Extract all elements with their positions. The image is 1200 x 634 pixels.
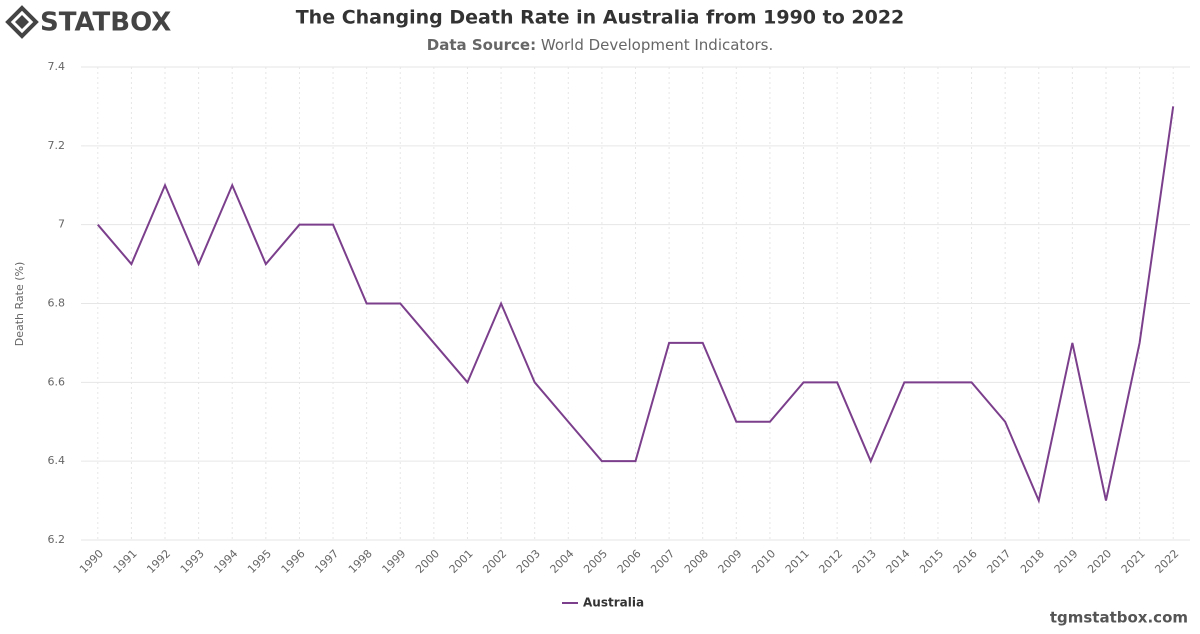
x-tick-label: 1995 xyxy=(245,547,274,576)
x-tick-label: 2006 xyxy=(615,547,644,576)
x-tick-label: 2016 xyxy=(951,547,980,576)
x-tick-label: 2019 xyxy=(1052,547,1081,576)
logo: STATBOX xyxy=(5,5,171,39)
x-tick-label: 1998 xyxy=(346,547,375,576)
x-tick-label: 2004 xyxy=(548,547,577,576)
y-tick-label: 7.4 xyxy=(48,60,66,73)
x-tick-label: 2002 xyxy=(480,547,509,576)
x-tick-label: 1997 xyxy=(312,547,341,576)
x-tick-label: 2003 xyxy=(514,547,543,576)
x-tick-label: 2010 xyxy=(749,547,778,576)
x-tick-label: 2001 xyxy=(447,547,476,576)
x-tick-label: 2021 xyxy=(1119,547,1148,576)
chart-title: The Changing Death Rate in Australia fro… xyxy=(296,7,905,29)
x-tick-label: 2013 xyxy=(850,547,879,576)
chart-subtitle: Data Source: World Development Indicator… xyxy=(427,36,774,54)
subtitle-text: World Development Indicators. xyxy=(541,36,773,54)
legend-label: Australia xyxy=(583,596,644,610)
x-tick-label: 2014 xyxy=(884,547,913,576)
x-tick-label: 2015 xyxy=(917,547,946,576)
x-tick-label: 2012 xyxy=(816,547,845,576)
y-tick-label: 6.8 xyxy=(48,297,66,310)
x-tick-label: 1993 xyxy=(178,547,207,576)
x-tick-label: 2000 xyxy=(413,547,442,576)
x-tick-label: 2018 xyxy=(1018,547,1047,576)
x-tick-label: 2011 xyxy=(783,547,812,576)
logo-icon xyxy=(15,15,29,29)
y-tick-label: 6.6 xyxy=(48,375,66,388)
x-tick-label: 2022 xyxy=(1152,547,1181,576)
x-tick-label: 1991 xyxy=(111,547,140,576)
footer: tgmstatbox.com xyxy=(1050,609,1188,627)
logo-text: STATBOX xyxy=(40,8,171,38)
x-tick-label: 2005 xyxy=(581,547,610,576)
y-tick-label: 7.2 xyxy=(48,139,66,152)
y-tick-label: 6.4 xyxy=(48,454,66,467)
x-tick-label: 1996 xyxy=(279,547,308,576)
y-tick-label: 7 xyxy=(58,218,65,231)
y-axis-label: Death Rate (%) xyxy=(13,262,26,347)
x-tick-label: 2017 xyxy=(984,547,1013,576)
x-tick-label: 2009 xyxy=(716,547,745,576)
x-tick-label: 2020 xyxy=(1085,547,1114,576)
y-tick-label: 6.2 xyxy=(48,533,66,546)
line-series xyxy=(97,106,1175,504)
x-tick-label: 1992 xyxy=(144,547,173,576)
x-tick-label: 1990 xyxy=(77,547,106,576)
logo-icon xyxy=(5,5,39,39)
x-tick-label: 2008 xyxy=(682,547,711,576)
x-tick-label: 1999 xyxy=(380,547,409,576)
x-tick-label: 1994 xyxy=(211,547,240,576)
subtitle-label: Data Source: xyxy=(427,36,536,54)
x-tick-label: 2007 xyxy=(648,547,677,576)
